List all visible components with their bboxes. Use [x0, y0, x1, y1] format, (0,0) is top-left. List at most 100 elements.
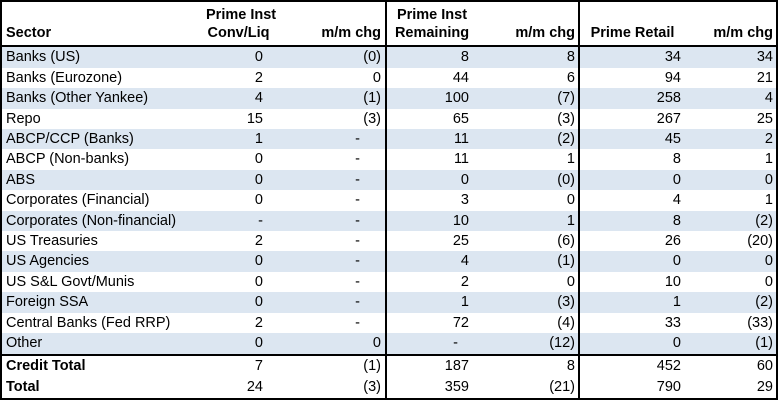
total-row: Credit Total 7 (1) 187 8 452 60 — [1, 354, 777, 377]
table-row: Other 0 0- (12) 0 (1) — [1, 333, 777, 355]
table-row: Corporates (Non-financial) - -10 1 8 (2) — [1, 210, 777, 232]
cell-retail: 0 — [578, 169, 685, 191]
col-header-group2-line2: Remaining — [394, 25, 470, 42]
cell-conv-liq: 0 — [206, 169, 271, 191]
cell-remaining: 11 — [385, 149, 477, 170]
cell-retail: 45 — [578, 129, 685, 150]
cell-retail-chg: 0 — [685, 251, 777, 272]
cell-sector: Banks (US) — [1, 46, 206, 68]
cell-conv-liq: 2 — [254, 233, 263, 250]
cell-remaining-chg: (0) — [477, 169, 579, 191]
cell-sector: Total — [6, 379, 40, 396]
cell-remaining: 2 — [385, 271, 477, 293]
header-row: Sector Prime Inst Conv/Liq m/m chg Prime … — [1, 1, 777, 47]
table-body: Banks (US) 0 (0) 8 8 34 34 Banks (Eurozone) 2 0 44… — [1, 46, 777, 399]
cell-remaining: 0 — [385, 169, 477, 191]
col-header-mm-chg-1: m/m chg — [271, 1, 386, 47]
cell-conv-liq: - — [206, 210, 271, 232]
cell-conv-liq-chg: - — [271, 129, 386, 150]
cell-conv-liq: 0 — [206, 251, 271, 272]
cell-remaining: 44 — [385, 67, 477, 89]
cell-remaining: 10 — [385, 210, 477, 232]
cell-remaining: 25 — [385, 231, 477, 252]
cell-retail: 267 — [578, 108, 685, 130]
cell-conv-liq-chg: 0 — [271, 333, 386, 355]
cell-conv-liq: 0 — [254, 273, 263, 290]
cell-remaining: 4 — [385, 251, 477, 272]
cell-retail: 0 — [578, 251, 685, 272]
cell-conv-liq-chg: - — [355, 273, 360, 290]
cell-conv-liq: 0 — [206, 333, 271, 355]
cell-retail: 4 — [578, 190, 685, 211]
cell-retail-chg: (33) — [747, 314, 773, 331]
cell-remaining: 1 — [385, 292, 477, 313]
total-row: Total 24 (3) 359 (21) 790 29 — [1, 377, 777, 399]
table-row: Foreign SSA 0-1 (3) 1 (2) — [1, 292, 777, 313]
table-row: ABCP (Non-banks) 0-11 1 8 1 — [1, 149, 777, 170]
cell-retail-chg: 60 — [685, 354, 777, 377]
cell-retail: 790 — [578, 377, 685, 399]
cell-retail: 94 — [578, 67, 685, 89]
cell-conv-liq: 15 — [246, 110, 263, 127]
col-header-mm-chg-2: m/m chg — [477, 1, 579, 47]
cell-sector: Corporates (Financial) — [6, 192, 150, 209]
table-row: US S&L Govt/Munis 0-2 0 10 0 — [1, 271, 777, 293]
cell-sector: Credit Total — [1, 354, 206, 377]
cell-sector: Corporates (Non-financial) — [1, 210, 206, 232]
col-header-group1-line2: Conv/Liq — [207, 25, 270, 42]
cell-conv-liq-chg: - — [271, 292, 386, 313]
cell-remaining-chg: (4) — [557, 314, 575, 331]
cell-conv-liq-chg: 0 — [372, 69, 381, 86]
cell-conv-liq-chg: (3) — [363, 379, 381, 396]
table-row: US Agencies 0-4 (1) 0 0 — [1, 251, 777, 272]
cell-conv-liq-chg: (3) — [363, 110, 381, 127]
table-row: Central Banks (Fed RRP) 2 - 72 (4) 33 (33) — [1, 312, 777, 334]
cell-conv-liq: 0 — [254, 192, 263, 209]
col-header-sector: Sector — [1, 1, 206, 47]
cell-sector: Central Banks (Fed RRP) — [6, 314, 171, 331]
col-header-prime-inst-conv-liq: Prime Inst Conv/Liq — [206, 1, 276, 47]
cell-sector: Foreign SSA — [1, 292, 206, 313]
col-header-prime-retail: Prime Retail — [578, 1, 685, 47]
cell-sector: US Treasuries — [6, 233, 98, 250]
cell-retail-chg: 1 — [764, 151, 773, 168]
cell-retail-chg: (2) — [685, 210, 777, 232]
cell-remaining-chg: 8 — [477, 46, 579, 68]
cell-retail-chg: 2 — [685, 129, 777, 150]
cell-sector: Repo — [6, 110, 41, 127]
table-row: Repo 15 (3) 65 (3) 267 25 — [1, 108, 777, 130]
cell-retail-chg: 34 — [685, 46, 777, 68]
cell-retail-chg: (2) — [685, 292, 777, 313]
cell-conv-liq-chg: - — [355, 314, 360, 331]
cell-conv-liq-chg: - — [271, 251, 386, 272]
cell-remaining-chg: (21) — [549, 379, 575, 396]
cell-conv-liq-chg: - — [355, 192, 360, 209]
cell-remaining: 72 — [385, 312, 477, 334]
cell-sector: Banks (Eurozone) — [6, 69, 123, 86]
cell-retail-chg: (20) — [747, 233, 773, 250]
cell-retail: 258 — [578, 88, 685, 109]
cell-retail: 34 — [578, 46, 685, 68]
cell-sector: ABCP/CCP (Banks) — [1, 129, 206, 150]
cell-conv-liq: 2 — [254, 69, 263, 86]
cell-retail: 0 — [578, 333, 685, 355]
cell-conv-liq: 0 — [206, 46, 271, 68]
cell-retail-chg: 25 — [756, 110, 773, 127]
cell-remaining-chg: (3) — [557, 110, 575, 127]
cell-retail: 10 — [578, 271, 685, 293]
cell-retail: 1 — [578, 292, 685, 313]
cell-remaining: 359 — [385, 377, 477, 399]
cell-retail: 452 — [578, 354, 685, 377]
cell-remaining: 100 — [385, 88, 477, 109]
cell-sector: ABS — [1, 169, 206, 191]
cell-remaining-chg: (1) — [477, 251, 579, 272]
col-header-group2-line1: Prime Inst — [396, 6, 468, 23]
cell-remaining-chg: 0 — [566, 273, 575, 290]
cell-sector: ABCP (Non-banks) — [6, 151, 130, 168]
col-header-group1-line1: Prime Inst — [206, 6, 277, 23]
cell-sector: US Agencies — [1, 251, 206, 272]
cell-remaining-chg: 8 — [477, 354, 579, 377]
cell-conv-liq-chg: (1) — [271, 354, 386, 377]
cell-remaining-chg: (6) — [557, 233, 575, 250]
cell-retail-chg: 29 — [756, 379, 773, 396]
